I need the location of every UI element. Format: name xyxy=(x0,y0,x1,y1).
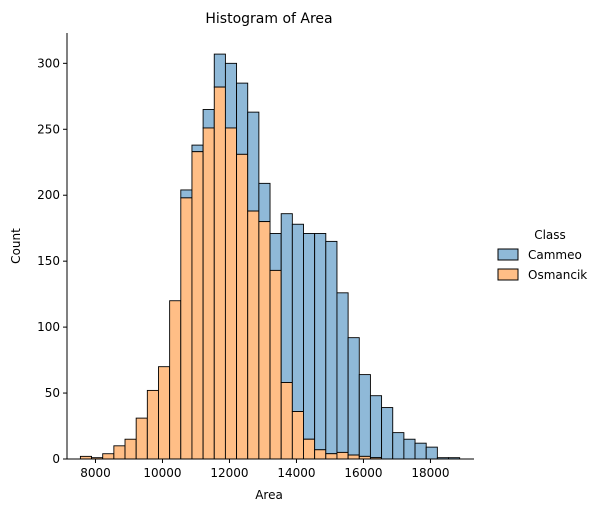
bar-cammeo xyxy=(392,432,405,460)
bar-cammeo xyxy=(369,395,383,459)
legend-label-osmancik: Osmancik xyxy=(528,268,587,282)
bar-cammeo xyxy=(191,144,204,153)
bar-cammeo xyxy=(258,182,271,223)
y-tick-label: 100 xyxy=(37,320,60,334)
bar-osmancik xyxy=(113,445,126,460)
x-tick-label: 12000 xyxy=(210,466,248,480)
bar-osmancik xyxy=(102,453,115,460)
bar-cammeo xyxy=(180,189,193,199)
bar-osmancik xyxy=(269,269,282,460)
x-axis-label: Area xyxy=(255,488,283,502)
bar-cammeo xyxy=(280,213,293,383)
y-tick-label: 250 xyxy=(37,122,60,136)
x-tick-label: 8000 xyxy=(80,466,111,480)
bar-osmancik xyxy=(202,127,215,460)
bar-osmancik xyxy=(158,366,171,460)
legend: Class Cammeo Osmancik xyxy=(497,228,587,282)
legend-swatch-osmancik xyxy=(497,268,519,281)
legend-title: Class xyxy=(534,228,566,242)
bar-osmancik xyxy=(325,453,338,460)
y-tick-label: 200 xyxy=(37,188,60,202)
bar-osmancik xyxy=(224,127,238,460)
y-tick-label: 50 xyxy=(45,386,60,400)
y-tick-label: 150 xyxy=(37,254,60,268)
y-tick-label: 300 xyxy=(37,56,60,70)
bar-osmancik xyxy=(291,411,304,460)
legend-swatch-cammeo xyxy=(497,248,519,261)
bar-cammeo xyxy=(358,374,371,457)
bar-cammeo xyxy=(336,292,349,453)
y-axis-label: Count xyxy=(9,228,23,264)
bar-osmancik xyxy=(336,451,349,460)
y-ticks: 0 50 100 150 200 250 300 xyxy=(37,56,67,466)
bar-osmancik xyxy=(169,300,182,460)
x-ticks: 8000 10000 12000 14000 16000 18000 xyxy=(80,459,450,480)
bar-cammeo xyxy=(224,62,238,129)
bar-cammeo xyxy=(314,233,327,451)
chart-title: Histogram of Area xyxy=(205,11,332,27)
bar-cammeo xyxy=(247,111,260,212)
bar-cammeo xyxy=(303,233,316,440)
bars-group xyxy=(79,53,461,460)
x-tick-label: 10000 xyxy=(143,466,181,480)
x-tick-label: 18000 xyxy=(411,466,449,480)
bar-cammeo xyxy=(325,240,338,455)
bar-cammeo xyxy=(347,337,360,456)
bar-osmancik xyxy=(146,389,159,460)
bar-osmancik xyxy=(135,417,148,460)
bar-cammeo xyxy=(403,438,416,460)
x-tick-label: 16000 xyxy=(344,466,382,480)
bar-cammeo xyxy=(269,233,282,271)
bar-cammeo xyxy=(213,53,226,88)
bar-osmancik xyxy=(236,153,249,460)
y-tick-label: 0 xyxy=(52,452,60,466)
bar-cammeo xyxy=(291,223,304,412)
bar-osmancik xyxy=(213,86,226,460)
bar-osmancik xyxy=(191,151,204,460)
bar-cammeo xyxy=(425,446,438,460)
bar-osmancik xyxy=(180,197,193,460)
bar-cammeo xyxy=(236,82,249,155)
bar-cammeo xyxy=(414,442,427,460)
legend-label-cammeo: Cammeo xyxy=(528,248,582,262)
bar-osmancik xyxy=(303,438,316,460)
bar-osmancik xyxy=(124,438,137,460)
bar-osmancik xyxy=(258,221,271,460)
bar-osmancik xyxy=(314,449,327,460)
bar-cammeo xyxy=(381,407,394,460)
bar-cammeo xyxy=(202,109,215,129)
bar-osmancik xyxy=(247,210,260,460)
x-tick-label: 14000 xyxy=(277,466,315,480)
bar-osmancik xyxy=(280,382,293,460)
bar-osmancik xyxy=(347,454,360,460)
